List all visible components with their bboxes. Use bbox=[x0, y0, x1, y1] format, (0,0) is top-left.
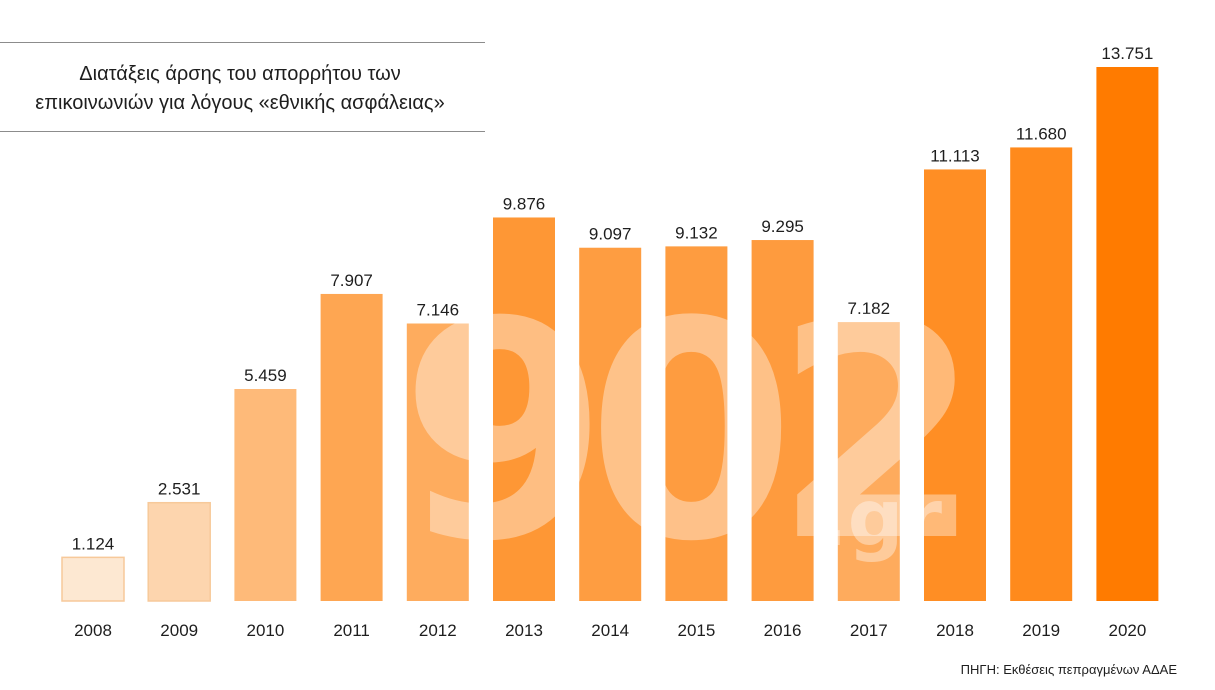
value-label-2020: 13.751 bbox=[1101, 44, 1153, 63]
bar-2019 bbox=[1010, 147, 1073, 601]
chart-title-line-1: Διατάξεις άρσης του απορρήτου των bbox=[79, 63, 401, 85]
x-tick-label-2017: 2017 bbox=[850, 621, 888, 640]
value-label-2016: 9.295 bbox=[761, 217, 804, 236]
value-label-2019: 11.680 bbox=[1016, 124, 1067, 143]
bar-2013 bbox=[493, 217, 555, 601]
chart-title-box: Διατάξεις άρσης του απορρήτου των επικοι… bbox=[0, 42, 485, 132]
x-tick-label-2014: 2014 bbox=[591, 621, 629, 640]
x-tick-label-2018: 2018 bbox=[936, 621, 974, 640]
x-tick-label-2015: 2015 bbox=[677, 621, 715, 640]
value-label-2008: 1.124 bbox=[72, 534, 115, 553]
bar-2009 bbox=[147, 501, 211, 602]
bar-2018 bbox=[924, 169, 986, 601]
x-tick-label-2010: 2010 bbox=[246, 621, 284, 640]
value-label-2009: 2.531 bbox=[158, 480, 201, 499]
x-tick-label-2019: 2019 bbox=[1022, 621, 1060, 640]
value-label-2013: 9.876 bbox=[503, 194, 546, 213]
value-label-2010: 5.459 bbox=[244, 366, 287, 385]
value-label-2015: 9.132 bbox=[675, 223, 718, 242]
bar-2011 bbox=[320, 293, 383, 601]
bar-2012 bbox=[406, 323, 469, 601]
x-tick-label-2020: 2020 bbox=[1108, 621, 1146, 640]
source-note: ΠΗΓΗ: Εκθέσεις πεπραγμένων ΑΔΑΕ bbox=[960, 662, 1177, 677]
bar-2010 bbox=[234, 389, 297, 601]
value-label-2012: 7.146 bbox=[417, 300, 460, 319]
bar-2016 bbox=[751, 240, 814, 602]
x-tick-label-2009: 2009 bbox=[160, 621, 198, 640]
value-label-2011: 7.907 bbox=[330, 271, 373, 290]
x-tick-label-2016: 2016 bbox=[764, 621, 802, 640]
bar-2017 bbox=[837, 322, 900, 601]
value-label-2018: 11.113 bbox=[930, 146, 979, 165]
x-tick-label-2008: 2008 bbox=[74, 621, 112, 640]
x-tick-label-2012: 2012 bbox=[419, 621, 457, 640]
value-label-2014: 9.097 bbox=[589, 225, 632, 244]
bar-2014 bbox=[579, 247, 642, 601]
x-tick-label-2011: 2011 bbox=[333, 621, 370, 640]
value-label-2017: 7.182 bbox=[848, 299, 891, 318]
chart-title-line-2: επικοινωνιών για λόγους «εθνικής ασφάλει… bbox=[35, 92, 445, 114]
bar-2015 bbox=[665, 246, 728, 601]
bar-2020 bbox=[1096, 67, 1159, 601]
x-tick-label-2013: 2013 bbox=[505, 621, 543, 640]
bar-2008 bbox=[61, 556, 125, 602]
